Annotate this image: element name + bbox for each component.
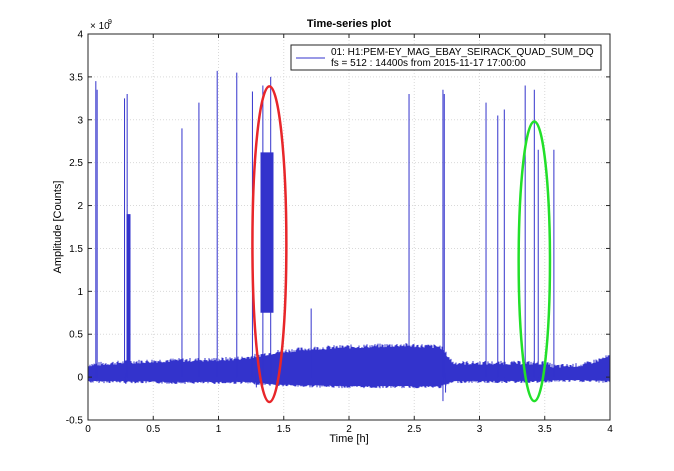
y-tick-label: 0.5 [69,330,83,341]
legend: 01: H1:PEM-EY_MAG_EBAY_SEIRACK_QUAD_SUM_… [290,44,602,71]
green-highlight-ellipse [517,120,552,403]
legend-entry-sampling: fs = 512 : 14400s from 2015-11-17 17:00:… [331,58,526,69]
y-axis-exponent-prefix: × 10 [90,21,110,32]
y-tick-label: 4 [77,30,83,41]
y-tick-label: 3.5 [69,72,83,83]
y-axis-label: Amplitude [Counts] [52,181,64,274]
x-tick-label: 2 [346,424,352,435]
y-tick-label: -0.5 [66,416,84,427]
y-tick-label: 3 [77,115,83,126]
chart-title: Time-series plot [307,18,391,30]
series-layer [87,70,611,402]
y-tick-label: 2 [77,201,83,212]
x-tick-label: 3.5 [538,424,552,435]
y-axis-exponent: 9 [108,19,112,26]
red-highlight-ellipse [251,85,288,404]
x-tick-label: 1.5 [277,424,291,435]
y-tick-label: 2.5 [69,158,83,169]
x-tick-label: 1 [216,424,222,435]
annotation-layer [251,85,552,404]
y-tick-label: 1 [77,287,83,298]
x-tick-label: 0.5 [146,424,160,435]
x-tick-label: 2.5 [407,424,421,435]
legend-box [290,44,602,71]
y-tick-label: 1.5 [69,244,83,255]
x-tick-label: 4 [607,424,613,435]
axis-ticks: 0 0.5 1 1.5 2 2.5 3 3.5 4-0.500.511.522.533.54 [66,30,613,436]
legend-entry-channel: 01: H1:PEM-EY_MAG_EBAY_SEIRACK_QUAD_SUM_… [331,47,594,58]
x-tick-label: 3 [477,424,483,435]
y-tick-label: 0 [77,373,83,384]
x-axis-label: Time [h] [329,433,368,445]
x-tick-label: 0 [85,424,91,435]
